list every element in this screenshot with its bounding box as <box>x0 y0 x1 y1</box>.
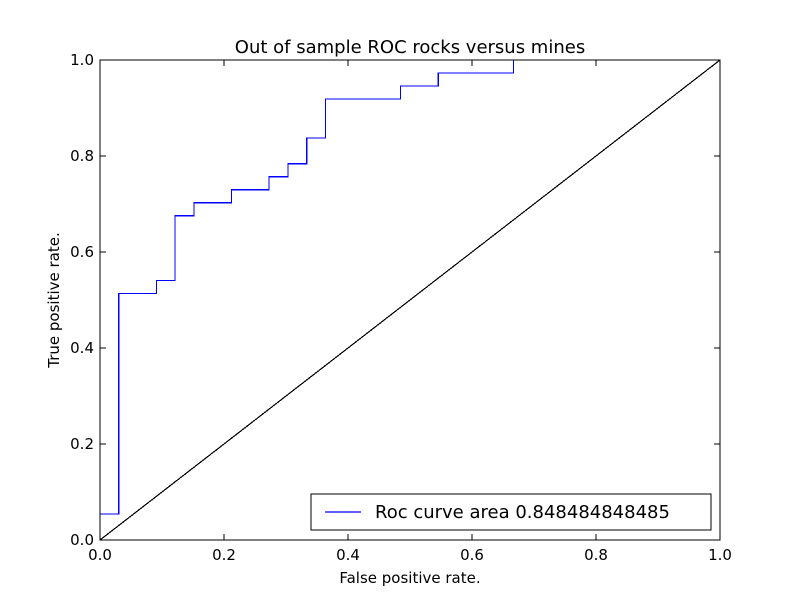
diagonal-reference-line <box>99 59 721 541</box>
y-axis-label: True positive rate. <box>45 232 63 368</box>
x-axis-label: False positive rate. <box>339 569 480 587</box>
y-tick-label: 0.6 <box>70 243 94 261</box>
axes: 0.0 0.2 0.4 0.6 0.8 1.0 0.0 0.2 0.4 0.6 0.8 1.0 <box>70 51 732 564</box>
x-tick-label: 0.4 <box>336 546 360 564</box>
plot-area <box>99 59 721 541</box>
y-tick-label: 1.0 <box>70 51 94 69</box>
x-tick-label: 0.0 <box>88 546 112 564</box>
legend-label: Roc curve area 0.848484848485 <box>375 502 670 523</box>
axes-frame <box>99 59 721 541</box>
legend: Roc curve area 0.848484848485 <box>310 493 712 531</box>
chart-title: Out of sample ROC rocks versus mines <box>235 37 585 58</box>
y-tick-label: 0.0 <box>70 531 94 549</box>
y-tick-label: 0.2 <box>70 435 94 453</box>
x-tick-label: 0.6 <box>460 546 484 564</box>
x-tick-label: 0.8 <box>584 546 608 564</box>
y-tick-label: 0.4 <box>70 339 94 357</box>
x-tick-label: 1.0 <box>708 546 732 564</box>
legend-box <box>310 493 712 531</box>
roc-curve-line <box>99 59 720 540</box>
x-tick-label: 0.2 <box>212 546 236 564</box>
y-tick-label: 0.8 <box>70 147 94 165</box>
